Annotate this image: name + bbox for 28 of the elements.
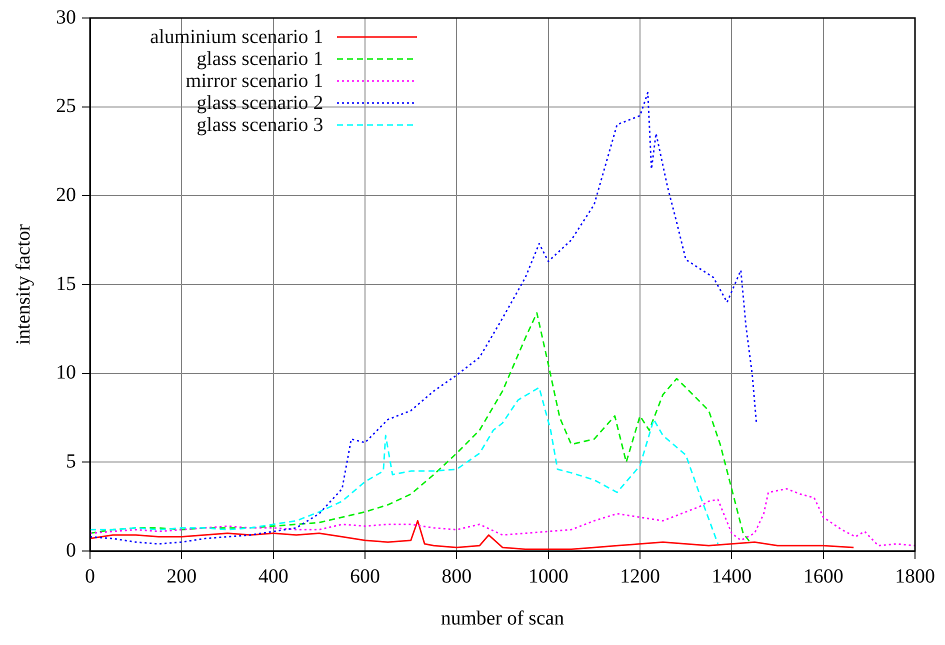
y-tick-label: 10 — [56, 362, 76, 384]
x-tick-label: 600 — [350, 565, 380, 588]
line-series — [90, 386, 719, 545]
y-axis-title: intensity factor — [12, 224, 34, 345]
x-tick-label: 200 — [166, 565, 197, 588]
y-tick-label: 0 — [66, 539, 76, 562]
x-tick-label: 1200 — [620, 565, 660, 588]
line-series — [90, 488, 915, 546]
x-tick-label: 800 — [442, 565, 472, 588]
y-tick-label: 30 — [56, 6, 76, 28]
line-series — [90, 92, 758, 545]
y-tick-label: 15 — [56, 272, 76, 295]
legend-label: glass scenario 2 — [196, 92, 324, 114]
x-tick-label: 1600 — [803, 565, 844, 588]
legend-label: aluminium scenario 1 — [150, 26, 324, 48]
line-series — [90, 312, 751, 543]
legend-label: glass scenario 3 — [196, 114, 324, 136]
x-tick-label: 1000 — [528, 565, 568, 588]
legend-label: mirror scenario 1 — [186, 70, 324, 92]
x-tick-label: 1400 — [712, 565, 752, 588]
x-tick-label: 400 — [258, 565, 288, 588]
x-tick-label: 1800 — [895, 565, 935, 588]
x-axis-title: number of scan — [440, 607, 564, 630]
legend-label: glass scenario 1 — [196, 48, 324, 70]
y-tick-label: 25 — [56, 95, 76, 118]
y-tick-label: 5 — [66, 450, 76, 472]
x-tick-label: 0 — [85, 565, 95, 588]
y-tick-label: 20 — [56, 184, 76, 206]
